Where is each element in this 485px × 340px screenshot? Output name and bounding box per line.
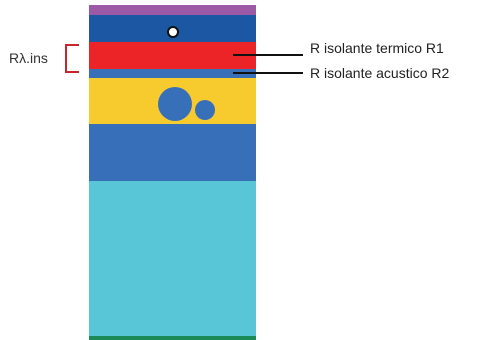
layer-acoustic-insulation — [89, 69, 256, 78]
layer-light-cyan — [89, 181, 256, 336]
large-circle — [158, 87, 192, 121]
layer-medium-blue — [89, 124, 256, 181]
left-bracket — [66, 45, 79, 72]
layer-thermal-insulation — [89, 42, 256, 69]
layer-bottom-strip — [89, 336, 256, 340]
layer-top-strip — [89, 5, 256, 15]
bracket-label: Rλ.ins — [9, 50, 48, 66]
callout-label-r1: R isolante termico R1 — [310, 40, 444, 56]
callout-label-r2: R isolante acustico R2 — [310, 65, 450, 81]
small-circle — [195, 100, 215, 120]
small-circle-marker — [168, 27, 178, 37]
